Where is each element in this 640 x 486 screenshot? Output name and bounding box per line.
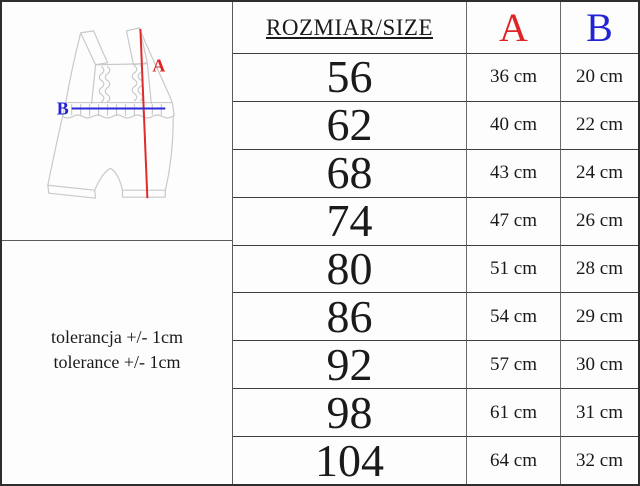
table-row-size: 56 <box>233 53 466 101</box>
size-table: ROZMIAR/SIZE A B 56 36 cm 20 cm 62 40 cm… <box>233 2 638 484</box>
romper-diagram: A B <box>47 27 175 199</box>
measurement-a-value: 61 cm <box>490 401 537 423</box>
diagram-label-a: A <box>152 56 165 76</box>
measurement-a-value: 43 cm <box>490 162 537 184</box>
table-row-a: 54 cm <box>466 292 560 341</box>
table-row-a: 43 cm <box>466 148 560 197</box>
tolerance-note-line-en: tolerance +/- 1cm <box>53 351 181 372</box>
measurement-b-value: 30 cm <box>576 353 623 375</box>
table-row-b: 24 cm <box>560 148 638 197</box>
measurement-b-value: 24 cm <box>576 162 623 184</box>
measurement-a-value: 40 cm <box>490 114 537 136</box>
table-row-size: 68 <box>233 148 466 197</box>
table-row-a: 36 cm <box>466 53 560 101</box>
table-row-size: 98 <box>233 388 466 436</box>
table-row-a: 51 cm <box>466 244 560 293</box>
table-row-b: 30 cm <box>560 340 638 389</box>
measurement-a-value: 51 cm <box>490 257 537 279</box>
size-value: 86 <box>326 292 373 341</box>
measurement-b-value: 32 cm <box>576 449 623 471</box>
table-row-size: 104 <box>233 436 466 484</box>
tolerance-note: tolerancja +/- 1cm tolerance +/- 1cm <box>2 241 232 484</box>
table-row-a: 40 cm <box>466 100 560 149</box>
table-row-size: 74 <box>233 196 466 245</box>
size-value: 80 <box>326 244 373 293</box>
size-value: 56 <box>326 53 373 101</box>
table-row-a: 64 cm <box>466 436 560 484</box>
measurement-b-value: 31 cm <box>576 401 623 423</box>
header-cell-a: A <box>466 2 560 53</box>
diagram-label-b: B <box>57 99 69 119</box>
measurement-a-value: 57 cm <box>490 353 537 375</box>
left-panel: A B tolerancja +/- 1cm tolerance +/- 1cm <box>2 2 233 484</box>
header-cell-size: ROZMIAR/SIZE <box>233 2 466 53</box>
table-row-a: 47 cm <box>466 196 560 245</box>
table-row-a: 57 cm <box>466 340 560 389</box>
measurement-a-value: 64 cm <box>490 449 537 471</box>
header-cell-b: B <box>560 2 638 53</box>
size-value: 92 <box>326 340 373 389</box>
measurement-b-value: 26 cm <box>576 210 623 232</box>
size-value: 62 <box>326 100 373 149</box>
measurement-b-value: 28 cm <box>576 257 623 279</box>
size-value: 74 <box>326 196 373 245</box>
table-row-size: 92 <box>233 340 466 388</box>
size-value: 98 <box>326 388 373 437</box>
table-row-size: 80 <box>233 244 466 293</box>
tolerance-note-line-pl: tolerancja +/- 1cm <box>50 326 184 347</box>
table-row-b: 26 cm <box>560 196 638 245</box>
table-row-a: 61 cm <box>466 388 560 437</box>
measurement-line-a <box>139 28 149 199</box>
header-label-b: B <box>586 4 613 50</box>
measurement-b-value: 22 cm <box>576 114 623 136</box>
measurement-b-value: 20 cm <box>576 66 623 88</box>
table-row-size: 86 <box>233 292 466 340</box>
measurement-a-value: 47 cm <box>490 210 537 232</box>
garment-diagram-cell: A B <box>2 2 232 241</box>
table-row-b: 28 cm <box>560 244 638 293</box>
measurement-b-value: 29 cm <box>576 305 623 327</box>
size-value: 104 <box>315 436 384 484</box>
header-label-size: ROZMIAR/SIZE <box>266 14 433 40</box>
table-row-b: 32 cm <box>560 436 638 484</box>
table-row-b: 29 cm <box>560 292 638 341</box>
size-value: 68 <box>326 148 373 197</box>
header-label-a: A <box>499 4 528 50</box>
table-row-size: 62 <box>233 100 466 149</box>
table-row-b: 31 cm <box>560 388 638 437</box>
table-row-b: 20 cm <box>560 53 638 101</box>
table-row-b: 22 cm <box>560 100 638 149</box>
measurement-a-value: 36 cm <box>490 66 537 88</box>
measurement-a-value: 54 cm <box>490 305 537 327</box>
